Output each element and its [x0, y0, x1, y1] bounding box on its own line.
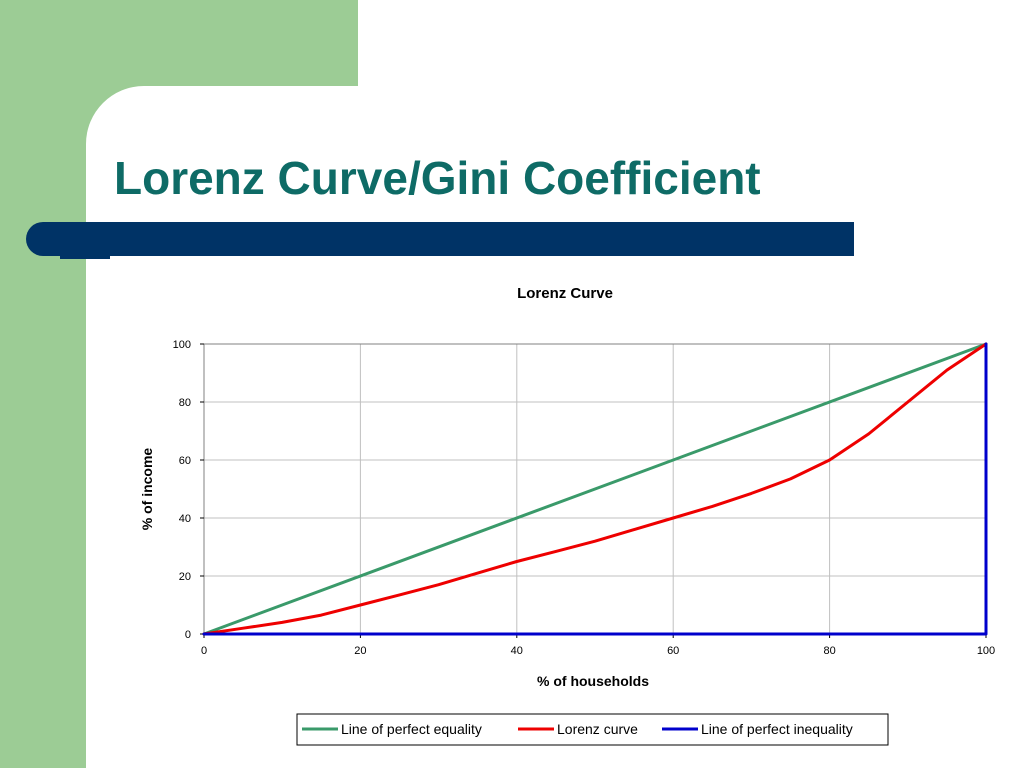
y-tick-label: 100: [173, 339, 191, 351]
line-of-perfect-equality-series-line: [202, 342, 988, 636]
legend-label-lorenz-curve: Lorenz curve: [557, 721, 638, 737]
chart-series: [202, 342, 988, 636]
y-tick-label: 40: [179, 513, 191, 525]
x-tick-label: 40: [511, 645, 523, 657]
line-of-perfect-inequality-series-line: [202, 342, 988, 636]
y-tick-label: 60: [179, 455, 191, 467]
x-tick-label: 0: [201, 645, 207, 657]
y-tick-label: 0: [185, 629, 191, 641]
title-underline-tail: [60, 256, 110, 259]
title-underline-bar: [26, 222, 854, 256]
axis-ticks: 0 20 40 60 80 100 0 20 40 60 80 100: [173, 339, 996, 657]
x-tick-label: 20: [354, 645, 366, 657]
y-axis-label: % of income: [139, 448, 155, 531]
y-tick-label: 80: [179, 397, 191, 409]
x-tick-label: 80: [823, 645, 835, 657]
legend-label-line-of-perfect-equality: Line of perfect equality: [341, 721, 482, 737]
chart-title: Lorenz Curve: [517, 285, 613, 302]
chart-grid: [204, 344, 986, 634]
chart-legend: Line of perfect equality Lorenz curve Line…: [296, 713, 889, 746]
legend-box: [296, 713, 889, 746]
x-axis-label: % of households: [537, 673, 649, 689]
y-tick-label: 20: [179, 571, 191, 583]
legend-label-line-of-perfect-inequality: Line of perfect inequality: [701, 721, 853, 737]
slide-title: Lorenz Curve/Gini Coefficient: [114, 152, 761, 204]
slide-content-card: [86, 86, 1024, 768]
x-tick-label: 100: [977, 645, 995, 657]
x-tick-label: 60: [667, 645, 679, 657]
lorenz-curve-series-line: [202, 342, 988, 636]
